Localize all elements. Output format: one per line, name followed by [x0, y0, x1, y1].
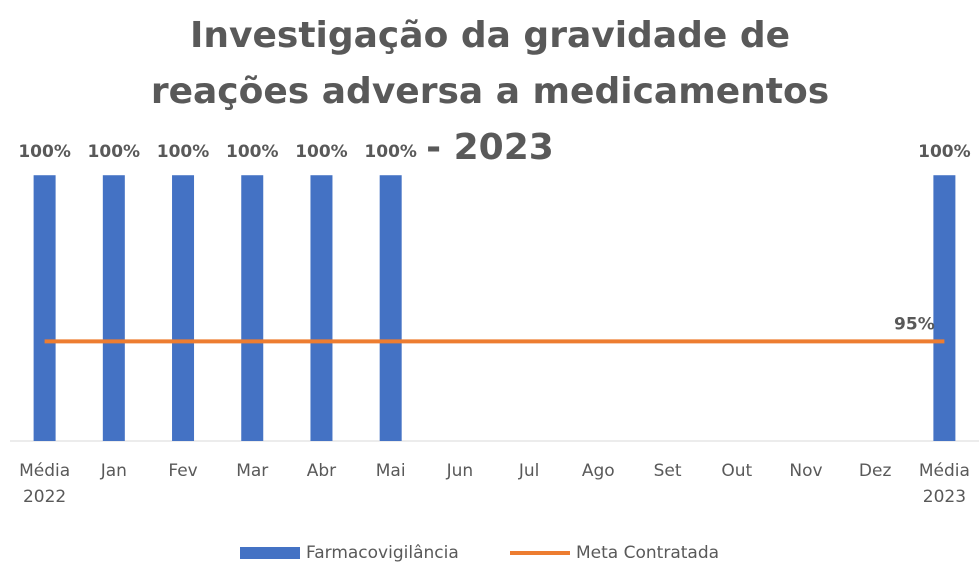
legend-label: Farmacovigilância	[306, 543, 459, 563]
x-tick-label: Nov	[789, 461, 823, 481]
x-tick-label: Jan	[100, 461, 127, 481]
x-tick-label: Média 2022	[19, 461, 71, 507]
data-label: 95%	[894, 314, 935, 334]
legend-swatch	[240, 547, 300, 559]
bar	[33, 175, 56, 441]
x-tick-label: Out	[721, 461, 753, 481]
data-label: 100%	[18, 142, 71, 162]
x-tick-label: Fev	[168, 461, 198, 481]
bar	[172, 175, 195, 441]
bar	[241, 175, 264, 441]
data-label: 100%	[226, 142, 279, 162]
x-tick-label: Média 2023	[918, 461, 970, 507]
data-label: 100%	[364, 142, 417, 162]
bar	[102, 175, 125, 441]
legend-label: Meta Contratada	[576, 543, 719, 563]
bar	[379, 175, 402, 441]
x-tick-label: Mar	[236, 461, 269, 481]
bar	[933, 175, 956, 441]
chart-title: Investigação da gravidade de reações adv…	[150, 15, 830, 168]
data-label: 100%	[918, 142, 971, 162]
x-tick-label: Jul	[518, 461, 540, 481]
x-tick-label: Set	[653, 461, 682, 481]
x-tick-label: Mai	[375, 461, 406, 481]
x-tick-label: Dez	[858, 461, 892, 481]
data-label: 100%	[295, 142, 348, 162]
bar	[310, 175, 333, 441]
data-label: 100%	[88, 142, 141, 162]
x-tick-label: Jun	[446, 461, 474, 481]
data-label: 100%	[157, 142, 210, 162]
x-tick-label: Ago	[581, 461, 615, 481]
x-tick-label: Abr	[306, 461, 337, 481]
